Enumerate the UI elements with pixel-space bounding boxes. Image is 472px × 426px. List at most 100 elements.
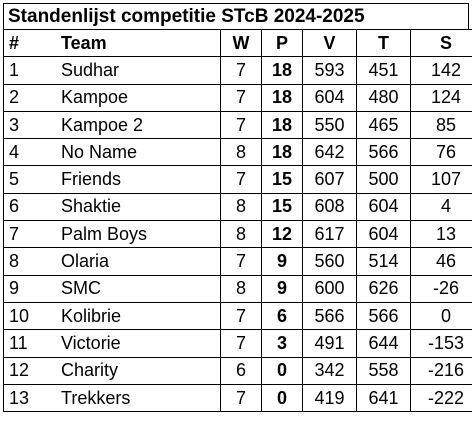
cell-s: 13 (411, 221, 472, 248)
cell-team: Sudhar (53, 57, 221, 84)
cell-team: Palm Boys (53, 221, 221, 248)
cell-rank: 5 (4, 166, 54, 193)
header-s: S (411, 30, 472, 57)
cell-team: Olaria (53, 248, 221, 275)
cell-team: SMC (53, 275, 221, 302)
cell-p: 3 (262, 330, 303, 357)
header-team: Team (53, 30, 221, 57)
cell-v: 550 (303, 111, 357, 138)
cell-rank: 8 (4, 248, 54, 275)
cell-s: 46 (411, 248, 472, 275)
cell-team: Charity (53, 357, 221, 384)
cell-p: 18 (262, 57, 303, 84)
cell-p: 0 (262, 357, 303, 384)
header-w: W (221, 30, 262, 57)
cell-team: No Name (53, 139, 221, 166)
cell-rank: 2 (4, 84, 54, 111)
cell-v: 604 (303, 84, 357, 111)
header-t: T (357, 30, 411, 57)
cell-v: 560 (303, 248, 357, 275)
cell-s: 0 (411, 302, 472, 329)
cell-rank: 12 (4, 357, 54, 384)
cell-t: 641 (357, 384, 411, 411)
cell-s: 142 (411, 57, 472, 84)
cell-team: Victorie (53, 330, 221, 357)
header-row: # Team W P V T S (4, 30, 472, 57)
table-title: Standenlijst competitie STcB 2024-2025 (3, 3, 469, 29)
cell-w: 8 (221, 193, 262, 220)
cell-p: 12 (262, 221, 303, 248)
cell-team: Trekkers (53, 384, 221, 411)
cell-rank: 10 (4, 302, 54, 329)
cell-w: 7 (221, 248, 262, 275)
cell-p: 18 (262, 139, 303, 166)
cell-p: 15 (262, 166, 303, 193)
cell-v: 600 (303, 275, 357, 302)
cell-s: 85 (411, 111, 472, 138)
cell-rank: 1 (4, 57, 54, 84)
cell-s: 4 (411, 193, 472, 220)
header-rank: # (4, 30, 54, 57)
cell-p: 18 (262, 84, 303, 111)
standings-sheet: Standenlijst competitie STcB 2024-2025 #… (3, 3, 469, 412)
cell-rank: 6 (4, 193, 54, 220)
cell-t: 500 (357, 166, 411, 193)
cell-p: 0 (262, 384, 303, 411)
cell-rank: 11 (4, 330, 54, 357)
cell-s: -26 (411, 275, 472, 302)
cell-v: 342 (303, 357, 357, 384)
cell-p: 15 (262, 193, 303, 220)
cell-w: 7 (221, 166, 262, 193)
cell-t: 604 (357, 193, 411, 220)
cell-s: 107 (411, 166, 472, 193)
cell-p: 18 (262, 111, 303, 138)
cell-w: 7 (221, 111, 262, 138)
cell-w: 7 (221, 330, 262, 357)
cell-v: 617 (303, 221, 357, 248)
cell-t: 626 (357, 275, 411, 302)
cell-p: 6 (262, 302, 303, 329)
cell-team: Kolibrie (53, 302, 221, 329)
cell-w: 7 (221, 302, 262, 329)
cell-rank: 13 (4, 384, 54, 411)
cell-team: Friends (53, 166, 221, 193)
cell-v: 593 (303, 57, 357, 84)
cell-t: 480 (357, 84, 411, 111)
cell-t: 604 (357, 221, 411, 248)
cell-t: 465 (357, 111, 411, 138)
cell-team: Kampoe (53, 84, 221, 111)
cell-rank: 4 (4, 139, 54, 166)
cell-w: 7 (221, 57, 262, 84)
cell-w: 8 (221, 139, 262, 166)
header-p: P (262, 30, 303, 57)
cell-rank: 3 (4, 111, 54, 138)
cell-s: -222 (411, 384, 472, 411)
cell-w: 7 (221, 384, 262, 411)
cell-v: 419 (303, 384, 357, 411)
cell-t: 558 (357, 357, 411, 384)
cell-s: -153 (411, 330, 472, 357)
cell-v: 491 (303, 330, 357, 357)
cell-rank: 7 (4, 221, 54, 248)
cell-s: -216 (411, 357, 472, 384)
cell-w: 6 (221, 357, 262, 384)
cell-s: 124 (411, 84, 472, 111)
cell-p: 9 (262, 248, 303, 275)
cell-t: 451 (357, 57, 411, 84)
cell-v: 608 (303, 193, 357, 220)
cell-p: 9 (262, 275, 303, 302)
